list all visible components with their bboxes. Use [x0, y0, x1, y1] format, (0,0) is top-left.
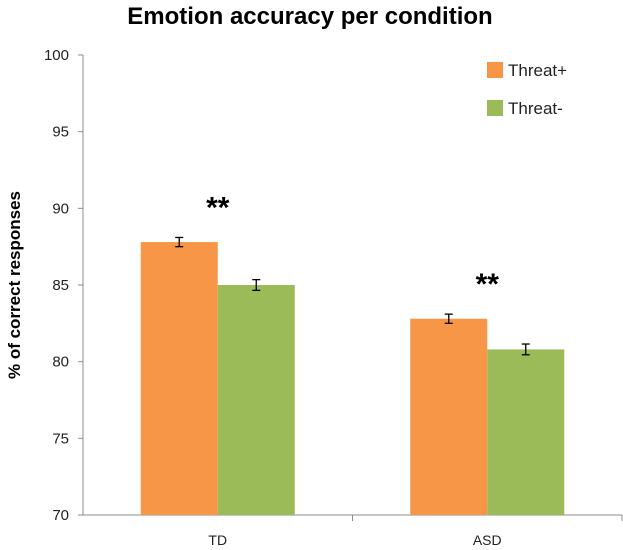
bar-td-threat-minus	[217, 285, 295, 515]
bar-asd-threat-plus	[410, 318, 488, 515]
x-category-label: ASD	[473, 532, 502, 548]
y-tick-label: 70	[52, 507, 69, 524]
y-tick-label: 75	[52, 430, 69, 447]
y-tick-label: 95	[52, 124, 69, 141]
y-tick-label: 80	[52, 354, 69, 371]
legend-label: Threat-	[508, 99, 563, 118]
legend-swatch	[487, 100, 503, 116]
y-axis-label: % of correct responses	[5, 191, 24, 379]
y-tick-label: 90	[52, 200, 69, 217]
bars-group	[140, 242, 565, 516]
significance-annotations: ** **	[206, 191, 499, 301]
x-category-label: TD	[208, 532, 227, 548]
significance-marker: **	[476, 268, 500, 301]
y-tick-label: 85	[52, 277, 69, 294]
bar-td-threat-plus	[140, 242, 218, 516]
x-axis-ticks: TD ASD	[208, 515, 623, 548]
error-bars-group	[175, 236, 530, 356]
legend: Threat+ Threat-	[487, 61, 567, 118]
chart-title: Emotion accuracy per condition	[127, 3, 492, 30]
y-axis-ticks: 70 75 80 85 90 95 100	[44, 47, 83, 524]
bar-asd-threat-minus	[487, 349, 565, 515]
y-tick-label: 100	[44, 47, 69, 64]
legend-swatch	[487, 62, 503, 78]
significance-marker: **	[206, 191, 230, 224]
legend-label: Threat+	[508, 61, 567, 80]
